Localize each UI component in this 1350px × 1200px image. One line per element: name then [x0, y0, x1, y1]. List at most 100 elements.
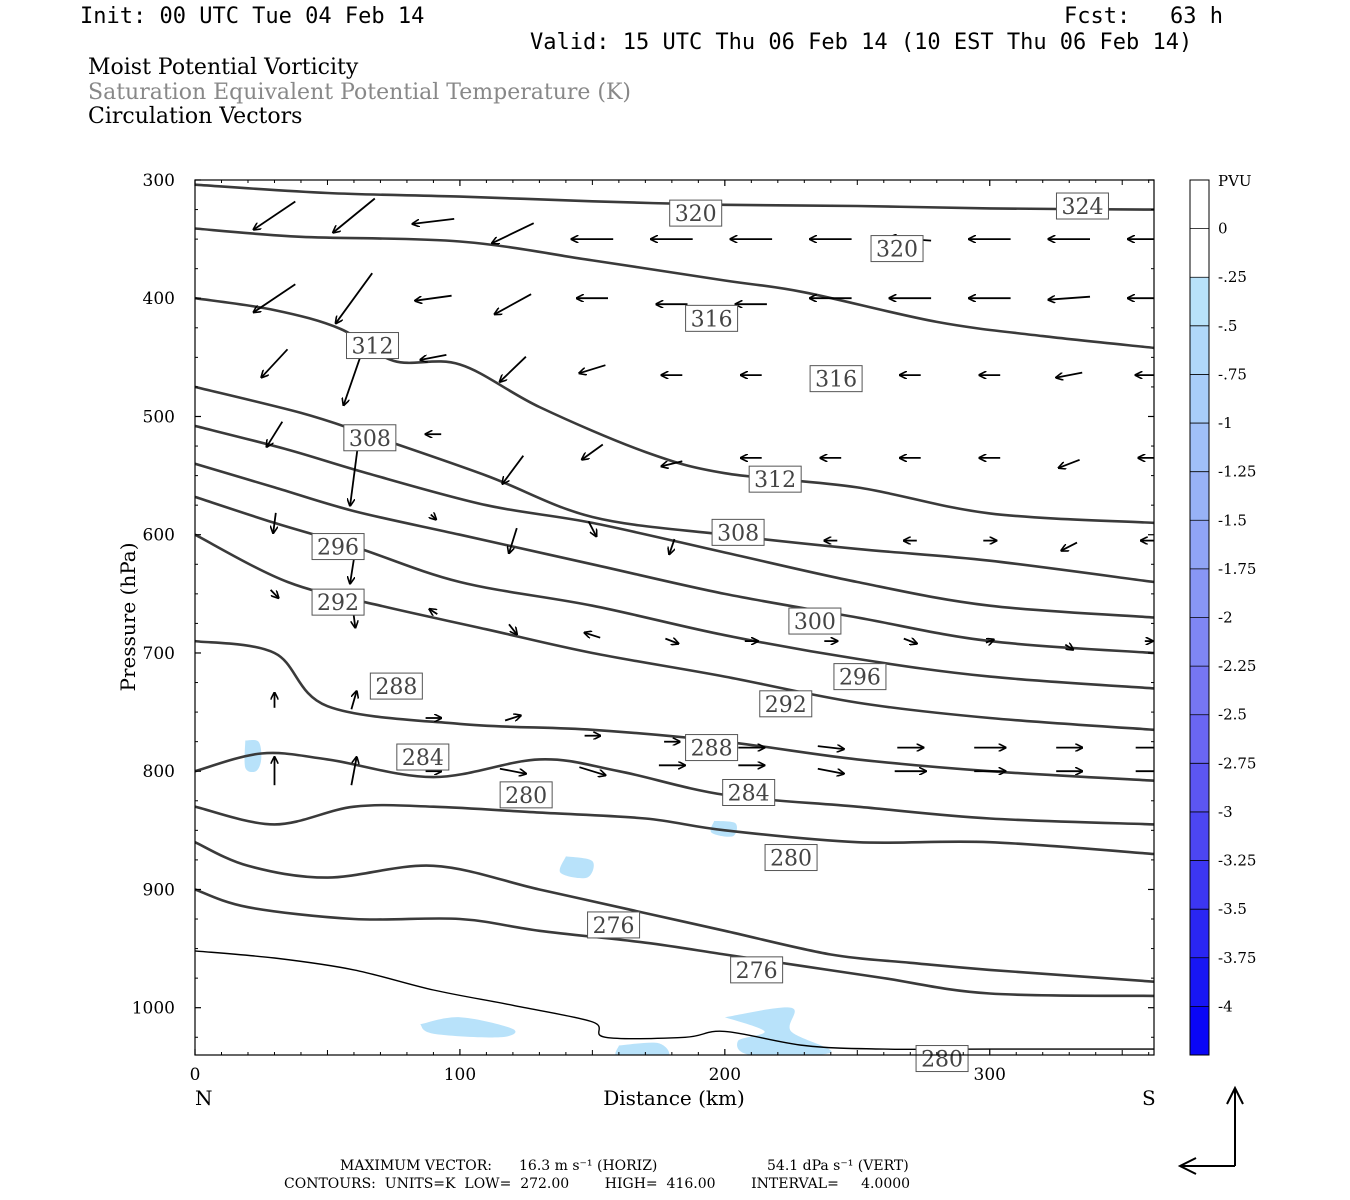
contour-label-text: 288	[375, 675, 417, 700]
contour-label-text: 316	[815, 368, 857, 393]
circulation-vector	[503, 455, 525, 484]
colorbar-swatch	[1190, 811, 1209, 862]
x-tick-label: 0	[190, 1065, 201, 1085]
mpv-shade-region	[559, 856, 594, 879]
contour-label-text: 296	[839, 666, 881, 691]
contour-label: 284	[396, 743, 450, 771]
colorbar-swatch	[1190, 228, 1209, 278]
contour-label: 288	[685, 734, 739, 762]
colorbar-swatch	[1190, 374, 1209, 424]
circulation-vector	[262, 348, 289, 377]
colorbar-label: -4	[1218, 997, 1233, 1015]
contour-label: 300	[788, 607, 842, 635]
colorbar-swatch	[1190, 568, 1209, 618]
colorbar-label: -3.75	[1218, 949, 1256, 967]
title-vectors: Circulation Vectors	[88, 104, 303, 129]
plot-frame	[194, 179, 1155, 1056]
theta-contour-276	[195, 841, 1154, 983]
y-tick-label: 600	[143, 526, 175, 546]
circulation-vector	[585, 633, 601, 638]
colorbar-swatch	[1190, 423, 1209, 473]
theta-contour-300	[195, 462, 1154, 655]
theta-contour-308	[195, 385, 1154, 584]
circulation-vector	[985, 640, 994, 643]
x-axis-title: Distance (km)	[603, 1086, 745, 1110]
colorbar-label: 0	[1218, 220, 1228, 238]
theta-contour-272	[195, 888, 1154, 998]
max-vector-label: MAXIMUM VECTOR:	[340, 1158, 492, 1174]
colorbar-swatch	[1190, 1006, 1209, 1056]
circulation-vector	[431, 515, 436, 520]
mpv-shade-region	[724, 1007, 832, 1055]
contour-label: 288	[369, 672, 423, 700]
circulation-vector	[817, 746, 844, 749]
contour-label: 292	[311, 588, 365, 616]
contour-label-text: 276	[593, 914, 635, 939]
init-time: Init: 00 UTC Tue 04 Feb 14	[80, 4, 425, 29]
colorbar-title: PVU	[1218, 172, 1252, 190]
contour-label-text: 280	[505, 784, 547, 809]
colorbar-swatch	[1190, 520, 1209, 570]
circulation-vector	[267, 421, 284, 447]
colorbar-label: -3.25	[1218, 852, 1256, 870]
reference-vector-icon	[1177, 1085, 1244, 1175]
colorbar-label: -3.5	[1218, 900, 1247, 918]
colorbar-swatch	[1190, 714, 1209, 764]
theta-contour-316	[195, 227, 1154, 350]
colorbar-label: -1.75	[1218, 560, 1256, 578]
mpv-shade-region	[710, 820, 737, 837]
theta-contour-288	[195, 639, 1154, 782]
contour-label-text: 308	[717, 521, 759, 546]
circulation-vector	[415, 294, 452, 301]
y-tick-label: 800	[143, 762, 175, 782]
colorbar-swatch	[1190, 909, 1209, 959]
y-axis-title: Pressure (hPa)	[116, 543, 140, 692]
colorbar-label: -3	[1218, 803, 1233, 821]
circulation-vector	[336, 272, 373, 323]
y-tick-label: 300	[143, 171, 175, 191]
contour-label: 324	[1055, 192, 1109, 220]
circulation-vector	[492, 222, 535, 243]
x-tick-label: 100	[444, 1065, 476, 1085]
colorbar-label: -2	[1218, 609, 1233, 627]
colorbar-label: -2.75	[1218, 754, 1256, 772]
colorbar-label: -.5	[1218, 317, 1237, 335]
y-tick-label: 900	[143, 880, 175, 900]
y-tick-label: 500	[143, 407, 175, 427]
contour-label: 280	[915, 1045, 969, 1073]
circulation-vector	[1064, 645, 1073, 650]
circulation-vector	[350, 757, 356, 786]
colorbar-label: -1	[1218, 414, 1233, 432]
x-end-label-left: N	[195, 1086, 213, 1110]
colorbar-swatch	[1190, 617, 1209, 667]
circulation-vector	[579, 364, 606, 373]
circulation-vector	[504, 716, 521, 721]
contour-label: 312	[748, 465, 802, 493]
circulation-vector	[420, 354, 447, 360]
circulation-vector	[509, 527, 518, 553]
circulation-vector	[333, 197, 376, 233]
colorbar-swatch	[1190, 325, 1209, 375]
colorbar-swatch	[1190, 763, 1209, 813]
circulation-vector	[1056, 371, 1083, 378]
circulation-vector	[817, 767, 844, 774]
x-tick-label: 300	[974, 1065, 1006, 1085]
mpv-shade-region	[615, 1042, 670, 1055]
contour-label-text: 320	[876, 238, 918, 263]
theta-contour-304	[195, 424, 1154, 619]
circulation-vector	[1059, 458, 1080, 468]
contour-label-text: 284	[402, 746, 444, 771]
contour-label: 276	[730, 956, 784, 984]
contour-label-text: 280	[770, 847, 812, 872]
contour-label: 284	[722, 779, 776, 807]
contour-label: 312	[345, 332, 399, 360]
circulation-vector	[254, 283, 296, 312]
contour-info: CONTOURS: UNITS=K LOW= 272.00 HIGH= 416.…	[284, 1176, 911, 1192]
colorbar-swatch	[1190, 471, 1209, 521]
contour-label-text: 308	[349, 427, 391, 452]
title-mpv: Moist Potential Vorticity	[88, 55, 359, 80]
circulation-vector	[582, 443, 604, 460]
circulation-vector	[1061, 541, 1078, 551]
colorbar-swatch	[1190, 666, 1209, 716]
